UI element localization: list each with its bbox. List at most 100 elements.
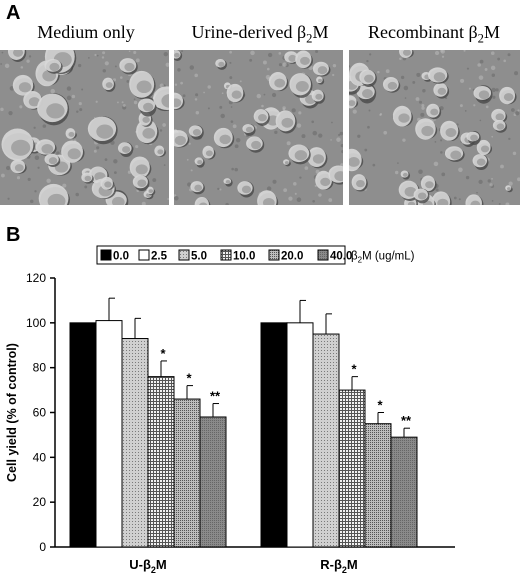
legend-label-10.0: 10.0 xyxy=(233,251,255,263)
legend-swatch-0.0 xyxy=(100,249,112,261)
significance-marker: ** xyxy=(210,389,221,404)
legend-swatch-20.0 xyxy=(268,249,280,261)
y-tick-label: 120 xyxy=(26,271,46,285)
legend-label-2.5: 2.5 xyxy=(151,251,168,263)
cell-blob xyxy=(153,86,169,111)
category-label: U-β2M xyxy=(129,557,167,575)
cell-blob xyxy=(491,108,508,123)
cell-blob xyxy=(356,83,377,104)
bar-0.0-1 xyxy=(260,322,288,548)
cell-blob xyxy=(81,172,94,184)
cell-blob xyxy=(119,58,138,75)
cell-blob xyxy=(316,76,325,85)
cell-blob xyxy=(132,175,150,192)
bar-5.0-0 xyxy=(121,338,149,548)
cell-blob xyxy=(466,131,481,145)
cell-blob xyxy=(444,146,465,162)
cell-blob xyxy=(433,83,450,99)
cell-blob xyxy=(117,142,134,158)
legend-label-20.0: 20.0 xyxy=(281,251,303,263)
y-tick-label: 100 xyxy=(26,316,46,330)
cell-blob xyxy=(307,147,328,169)
cell-blob xyxy=(431,191,452,205)
cell-blob xyxy=(44,59,63,74)
cell-blob xyxy=(226,83,245,103)
y-axis-label: Cell yield (% of control) xyxy=(5,343,19,482)
cell-blob xyxy=(253,109,270,126)
cell-blob xyxy=(87,116,118,145)
cell-blob xyxy=(174,50,183,61)
legend-label-40.0: 40.0 xyxy=(330,251,352,263)
y-tick-label: 60 xyxy=(33,406,47,420)
photo-title-medium: Medium only xyxy=(37,22,135,42)
cell-blob xyxy=(295,50,313,69)
cell-blob xyxy=(12,74,35,96)
legend-label-0.0: 0.0 xyxy=(113,251,129,263)
cell-blob xyxy=(242,124,256,136)
legend-label-5.0: 5.0 xyxy=(191,251,207,263)
cell-blob xyxy=(202,145,216,160)
bar-5.0-1 xyxy=(312,333,340,548)
bar-40.0-0 xyxy=(199,416,227,548)
cell-blob xyxy=(415,118,438,140)
cell-blob xyxy=(7,50,27,62)
cell-blob xyxy=(174,130,190,148)
cell-blob xyxy=(349,95,359,109)
cell-blob xyxy=(188,125,204,140)
panel-b-letter: B xyxy=(6,224,21,246)
cell-blob xyxy=(35,139,57,156)
cell-blob xyxy=(472,154,489,171)
cell-blob xyxy=(246,136,265,153)
micrograph-recombinant xyxy=(349,50,520,205)
cell-blob xyxy=(283,159,291,167)
cell-blob xyxy=(289,73,313,98)
cell-blob xyxy=(146,186,156,196)
cell-blob xyxy=(65,128,77,139)
legend-swatch-2.5 xyxy=(138,249,150,261)
cell-blob xyxy=(492,119,508,133)
bar-20.0-0 xyxy=(173,398,201,548)
cell-blob xyxy=(237,181,255,198)
cell-blob xyxy=(392,105,414,127)
cell-blob xyxy=(288,144,311,165)
cell-blob xyxy=(382,77,401,93)
cell-blob xyxy=(190,181,205,195)
cell-blob xyxy=(1,128,35,161)
y-tick-label: 40 xyxy=(33,450,47,464)
cell-blob xyxy=(268,72,289,92)
cell-blob xyxy=(194,157,205,168)
cell-blob xyxy=(10,159,27,174)
significance-marker: * xyxy=(377,398,383,413)
cell-blob xyxy=(137,97,157,117)
cell-blob xyxy=(154,145,166,157)
cell-blob xyxy=(440,120,460,142)
legend-swatch-5.0 xyxy=(178,249,190,261)
cell-blob xyxy=(413,188,430,204)
cell-blob xyxy=(257,190,279,205)
cell-blob xyxy=(476,139,493,156)
bars: ******** xyxy=(69,297,418,548)
y-tick-label: 80 xyxy=(33,361,47,375)
cell-blob xyxy=(213,127,235,149)
cell-blob xyxy=(311,89,326,104)
cell-blob xyxy=(359,69,377,87)
significance-marker: * xyxy=(160,346,166,361)
bar-40.0-1 xyxy=(390,436,418,548)
cell-blob xyxy=(400,170,411,180)
cell-blob xyxy=(215,58,228,70)
y-tick-label: 20 xyxy=(33,495,47,509)
cell-blob xyxy=(465,194,484,205)
cell-blob xyxy=(399,50,414,59)
legend-swatch-40.0 xyxy=(317,249,329,261)
cell-blob xyxy=(136,119,159,145)
cell-blob xyxy=(349,148,364,172)
cell-blob xyxy=(44,153,61,168)
cell-blob xyxy=(102,77,116,92)
photo-title-urine: Urine-derived β2M xyxy=(191,22,329,46)
y-tick-label: 0 xyxy=(39,540,46,554)
cell-blob xyxy=(428,67,449,84)
cell-blob xyxy=(312,61,331,77)
cell-blob xyxy=(129,156,152,179)
cell-blob xyxy=(499,86,517,105)
